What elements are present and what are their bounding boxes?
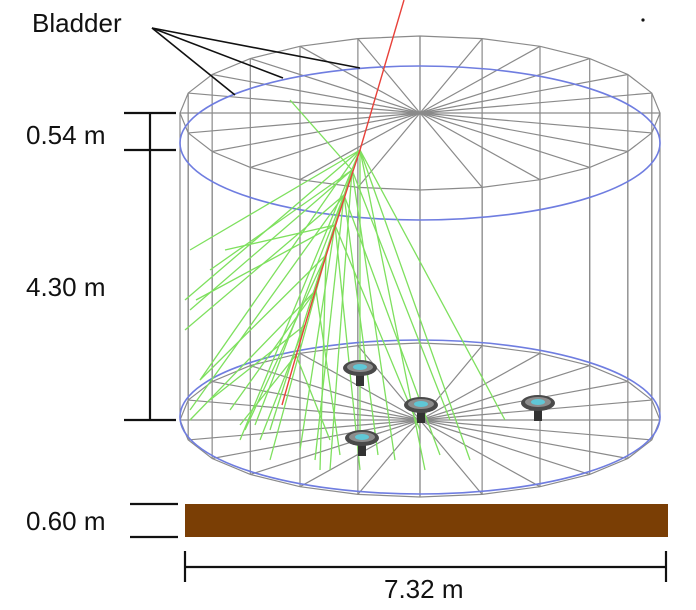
light-ray [359, 149, 506, 421]
height-dimension-bar [124, 111, 176, 422]
tank-bottom-spoke [419, 364, 590, 421]
bladder-label: Bladder [32, 8, 122, 38]
pmt-icon [345, 430, 379, 456]
base-thickness-label: 0.60 m [26, 506, 106, 536]
base-thickness-dimension [130, 502, 178, 539]
tank-top-spoke [299, 112, 421, 181]
tank-top-spoke [188, 112, 421, 134]
light-ray [259, 324, 306, 441]
light-ray [209, 324, 306, 401]
diameter-label: 7.32 m [384, 574, 464, 604]
light-ray [199, 254, 327, 381]
tank-bottom-spoke [212, 419, 421, 460]
tank-top-spoke [419, 112, 590, 169]
light-ray [254, 194, 345, 426]
pmt-icon [343, 360, 377, 386]
tank-top-spoke [250, 57, 421, 114]
light-ray [343, 194, 379, 456]
tank-bottom-spoke [357, 419, 421, 495]
light-ray [334, 224, 421, 431]
tank-bottom-spoke [212, 380, 421, 421]
light-ray [359, 149, 471, 461]
light-ray [295, 354, 331, 441]
pmt-group [343, 360, 555, 456]
tank-top-spoke [419, 112, 652, 134]
tank-top-spoke [212, 112, 421, 153]
tank-wireframe [179, 35, 661, 498]
pmt-icon [404, 397, 438, 423]
tank-top-spoke [357, 38, 421, 114]
diameter-dimension-bar [183, 551, 668, 582]
tank-top-spoke [419, 112, 628, 153]
height-label: 4.30 m [26, 272, 106, 302]
tank-bottom-spoke [419, 419, 541, 488]
tank-bottom-spoke [419, 419, 483, 495]
light-ray [315, 289, 341, 456]
light-ray [289, 99, 353, 171]
light-ray [269, 254, 327, 461]
light-ray [299, 224, 336, 451]
muon-track [281, 0, 405, 406]
light-ray [189, 194, 345, 411]
tank-bottom-spoke [188, 399, 421, 421]
top-gap-label: 0.54 m [26, 120, 106, 150]
light-ray [209, 169, 353, 271]
tank-top-spoke [212, 73, 421, 114]
tank-top-spoke [419, 45, 541, 114]
light-ray [269, 169, 353, 431]
tank-top-spoke [419, 57, 590, 114]
concrete-base-slab [185, 504, 668, 537]
light-ray [244, 254, 327, 431]
light-ray [334, 224, 361, 471]
light-ray [189, 289, 317, 421]
tank-top-spoke [419, 112, 483, 188]
tank-bottom-spoke [419, 419, 628, 460]
light-ray [195, 224, 336, 301]
light-ray [189, 149, 361, 251]
pmt-icon [521, 395, 555, 421]
light-ray [319, 254, 327, 471]
bladder-top-ring [179, 65, 661, 221]
light-ray [351, 169, 451, 421]
light-ray [351, 169, 396, 461]
tank-bottom-spoke [250, 419, 421, 476]
tank-top-spoke [419, 38, 483, 114]
tank-top-spoke [250, 112, 421, 169]
tank-top-spoke [419, 92, 652, 114]
tank-top-spoke [419, 112, 541, 181]
cherenkov-light-rays [184, 99, 506, 471]
light-ray [199, 149, 361, 381]
tank-top-spoke [299, 45, 421, 114]
bladder-bottom-ring [179, 339, 661, 495]
light-ray [239, 354, 297, 426]
tank-top-spoke [419, 73, 628, 114]
light-ray [184, 149, 361, 301]
stray-dot [641, 18, 645, 22]
tank-top-spoke [188, 92, 421, 114]
tank-bottom-spoke [419, 419, 590, 476]
bladder-pointer-lines [151, 27, 361, 96]
light-ray [224, 224, 336, 251]
tank-bottom-spoke [188, 419, 421, 441]
tank-bottom-spoke [419, 419, 652, 441]
tank-bottom-spoke [419, 352, 541, 421]
light-ray [329, 169, 353, 471]
